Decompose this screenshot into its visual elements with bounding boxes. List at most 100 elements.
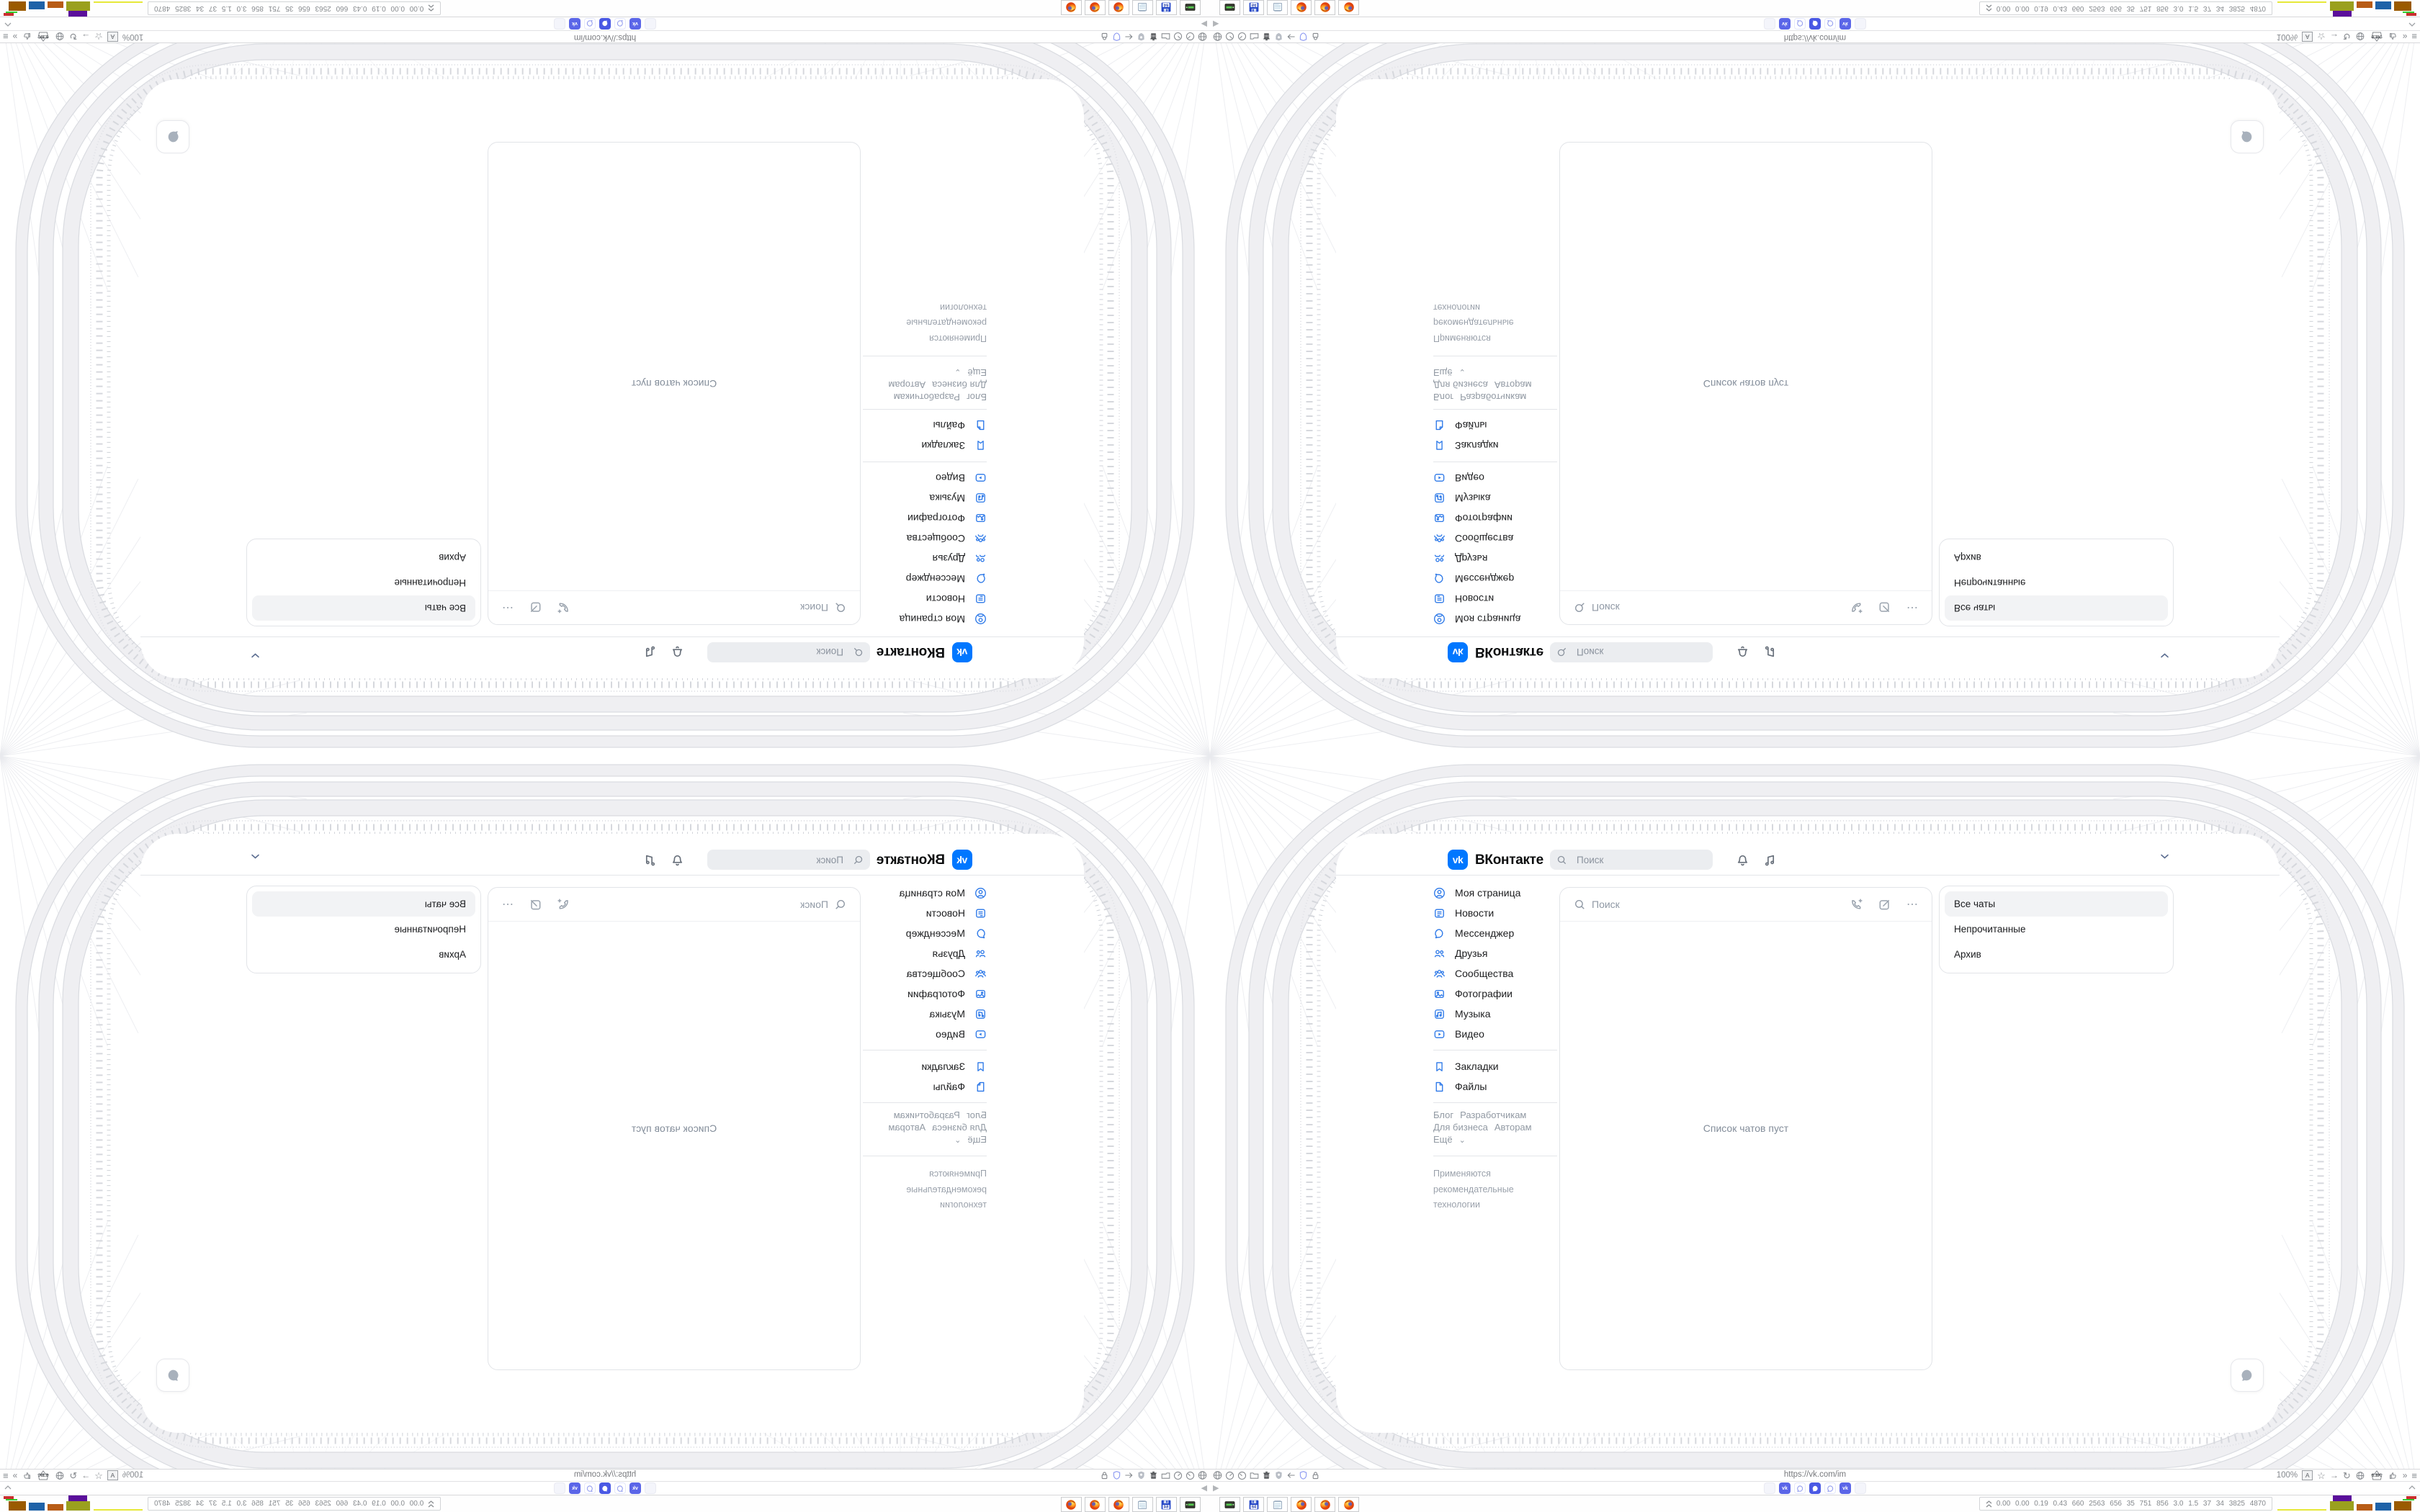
filter-unread[interactable]: Непрочитанные xyxy=(1945,570,2168,595)
sidebar-item-messenger[interactable]: Мессенджер xyxy=(1433,923,1557,943)
sidebar-item-video[interactable]: Видео xyxy=(1433,1024,1557,1044)
system-monitor-widget[interactable]: 0.00 0.00 0.19 0.43 660 2563 656 35 751 … xyxy=(148,1497,442,1511)
launcher-firefox[interactable] xyxy=(1338,0,1359,15)
lock-icon[interactable] xyxy=(1310,1470,1321,1480)
sidebar-item-music[interactable]: Музыка xyxy=(1433,1004,1557,1024)
tab-messages[interactable] xyxy=(1794,18,1806,30)
menu-hamburger-icon[interactable]: ≡ xyxy=(2411,1470,2417,1481)
music-note-icon[interactable] xyxy=(640,642,660,662)
notifications-bell-icon[interactable] xyxy=(1732,642,1752,662)
badge-icon[interactable] xyxy=(1136,1470,1147,1480)
launcher-firefox[interactable] xyxy=(1291,1497,1312,1512)
speed-gauge-icon[interactable] xyxy=(1173,32,1183,42)
more-options-icon[interactable]: ⋯ xyxy=(500,896,516,912)
music-note-icon[interactable] xyxy=(1760,642,1780,662)
notifications-bell-icon[interactable] xyxy=(668,642,688,662)
collapse-chevron-icon[interactable] xyxy=(4,1484,12,1491)
shield-icon[interactable] xyxy=(1111,32,1122,42)
tab-messenger-active[interactable] xyxy=(599,18,611,30)
text-size-icon[interactable]: A xyxy=(107,1470,118,1480)
sidebar-item-photos[interactable]: Фотографии xyxy=(1433,508,1557,528)
sidebar-item-friends[interactable]: Друзья xyxy=(1433,549,1557,569)
bookmark-star-icon[interactable]: ☆ xyxy=(2317,31,2326,42)
globe-icon[interactable] xyxy=(1197,1470,1208,1480)
launcher-notepad[interactable] xyxy=(1132,0,1153,15)
link-developers[interactable]: Разработчикам xyxy=(1460,392,1527,402)
back-arrow-icon[interactable] xyxy=(1286,1470,1296,1480)
link-developers[interactable]: Разработчикам xyxy=(1460,1110,1527,1120)
speed-gauge-icon[interactable] xyxy=(1185,32,1196,42)
sidebar-item-news[interactable]: Новости xyxy=(863,903,987,923)
speed-gauge-icon[interactable] xyxy=(1237,1470,1247,1480)
link-authors[interactable]: Авторам xyxy=(888,1122,926,1133)
text-size-icon[interactable]: A xyxy=(2302,1470,2313,1480)
lock-icon[interactable] xyxy=(1099,1470,1110,1480)
tab-messages[interactable] xyxy=(1824,1482,1836,1494)
vk-brand[interactable]: ВКонтакте xyxy=(877,644,945,660)
tab-vk[interactable]: vk xyxy=(569,18,581,30)
sidebar-item-files[interactable]: Файлы xyxy=(863,1076,987,1097)
launcher-firefox[interactable] xyxy=(1085,0,1106,15)
header-search-input[interactable]: Поиск xyxy=(707,850,870,870)
messenger-search-input[interactable]: Поиск xyxy=(1574,602,1841,613)
tab-ghost[interactable] xyxy=(645,1482,656,1494)
tab-ghost[interactable] xyxy=(1764,1482,1775,1494)
more-options-icon[interactable]: ⋯ xyxy=(500,600,516,616)
forward-arrow-icon[interactable]: → xyxy=(2329,32,2339,42)
lock-icon[interactable] xyxy=(1099,32,1110,42)
launcher-firefox[interactable] xyxy=(1061,0,1082,15)
overflow-chevrons-icon[interactable]: » xyxy=(2402,32,2408,42)
sidebar-item-news[interactable]: Новости xyxy=(1433,589,1557,609)
reload-icon[interactable]: ↻ xyxy=(2342,31,2351,42)
zoom-level[interactable]: 100% xyxy=(122,32,144,41)
header-search-input[interactable]: Поиск xyxy=(1550,642,1713,662)
compose-message-icon[interactable] xyxy=(1876,896,1892,912)
floating-chat-button[interactable] xyxy=(2231,1359,2264,1392)
menu-hamburger-icon[interactable]: ≡ xyxy=(2411,31,2417,42)
link-business[interactable]: Для бизнеса xyxy=(932,379,987,390)
messenger-search-input[interactable]: Поиск xyxy=(579,602,846,613)
system-monitor-widget[interactable]: 0.00 0.00 0.19 0.43 660 2563 656 35 751 … xyxy=(1978,1497,2272,1511)
new-call-icon[interactable] xyxy=(1848,896,1864,912)
tab-vk[interactable]: vk xyxy=(1779,1482,1791,1494)
compose-message-icon[interactable] xyxy=(528,896,544,912)
filter-all-chats[interactable]: Все чаты xyxy=(252,595,475,621)
filter-unread[interactable]: Непрочитанные xyxy=(1945,917,2168,942)
link-authors[interactable]: Авторам xyxy=(1494,1122,1532,1133)
sidebar-item-news[interactable]: Новости xyxy=(1433,903,1557,923)
vk-logo-icon[interactable]: vk xyxy=(1448,850,1468,870)
tab-vk[interactable]: vk xyxy=(1839,18,1851,30)
bookmark-star-icon[interactable]: ☆ xyxy=(94,31,103,42)
messenger-search-input[interactable]: Поиск xyxy=(1574,899,1841,910)
tab-messenger-active[interactable] xyxy=(599,1482,611,1494)
music-note-icon[interactable] xyxy=(1760,850,1780,870)
overflow-chevrons-icon[interactable]: » xyxy=(2402,1470,2408,1480)
vk-brand[interactable]: ВКонтакте xyxy=(877,852,945,868)
link-more[interactable]: Ещё xyxy=(967,367,987,378)
sidebar-item-music[interactable]: Музыка xyxy=(863,488,987,508)
text-size-icon[interactable]: A xyxy=(107,32,118,42)
launcher-floppy-64[interactable]: 64 xyxy=(1156,0,1177,15)
tab-vk[interactable]: vk xyxy=(569,1482,581,1494)
tab-messages[interactable] xyxy=(584,18,596,30)
launcher-notepad[interactable] xyxy=(1132,1497,1153,1512)
header-search-input[interactable]: Поиск xyxy=(1550,850,1713,870)
sidebar-item-photos[interactable]: Фотографии xyxy=(863,508,987,528)
badge-icon[interactable] xyxy=(1136,32,1147,42)
tab-messenger-active[interactable] xyxy=(1809,1482,1821,1494)
vk-brand[interactable]: ВКонтакте xyxy=(1475,852,1543,868)
tab-vk[interactable]: vk xyxy=(1779,18,1791,30)
forward-arrow-icon[interactable]: → xyxy=(81,32,91,42)
globe-icon[interactable] xyxy=(55,1471,65,1480)
globe-icon[interactable] xyxy=(1197,32,1208,42)
tab-vk[interactable]: vk xyxy=(629,1482,641,1494)
compose-message-icon[interactable] xyxy=(528,600,544,616)
filter-archive[interactable]: Архив xyxy=(1945,545,2168,570)
zoom-level[interactable]: 100% xyxy=(2276,1471,2298,1480)
sidebar-item-files[interactable]: Файлы xyxy=(863,415,987,436)
shield-icon[interactable] xyxy=(1111,1470,1122,1480)
bookmark-star-icon[interactable]: ☆ xyxy=(94,1470,103,1481)
link-more[interactable]: Ещё xyxy=(1433,1134,1453,1145)
zoom-level[interactable]: 100% xyxy=(122,1471,144,1480)
sidebar-item-video[interactable]: Видео xyxy=(863,468,987,488)
